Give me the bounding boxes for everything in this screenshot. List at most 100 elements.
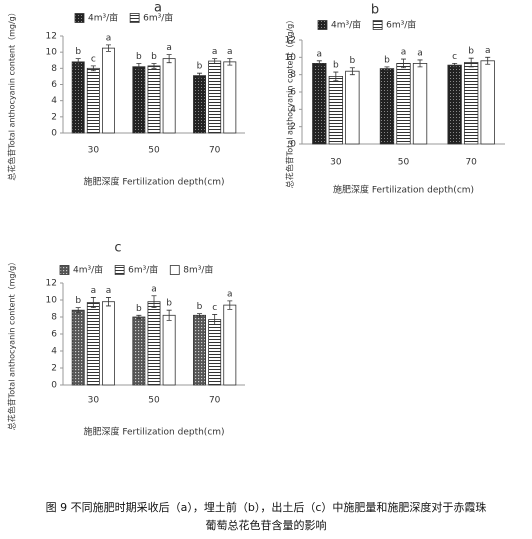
error-bar (197, 72, 203, 79)
y-tick-label: 4 (51, 96, 57, 106)
significance-letter: b (384, 55, 390, 65)
bar (162, 314, 176, 386)
legend-swatch (114, 265, 125, 275)
bar (223, 61, 237, 134)
error-bar (417, 59, 423, 68)
y-tick-label: 4 (290, 105, 296, 115)
bar (312, 63, 327, 145)
significance-letter: a (151, 284, 157, 294)
significance-letter: b (468, 47, 474, 57)
bar (208, 319, 222, 386)
bar (132, 66, 146, 134)
y-tick-label: 12 (46, 32, 57, 42)
y-tick-label: 6 (51, 80, 57, 90)
bar (412, 63, 428, 145)
x-axis-title: 施肥深度 Fertilization depth(cm) (83, 176, 224, 188)
legend-swatch (169, 265, 180, 275)
bar (162, 58, 176, 134)
error-bar (212, 314, 218, 326)
significance-letter: b (333, 61, 339, 71)
bar (480, 60, 495, 145)
bar (328, 76, 344, 145)
y-tick-label: 10 (285, 53, 297, 63)
bar (147, 65, 161, 134)
error-bar (166, 54, 172, 64)
x-tick-label: 30 (330, 158, 342, 168)
significance-letter: a (401, 48, 407, 58)
bar (86, 67, 100, 134)
legend-swatch (317, 20, 328, 30)
y-axis-title: 总花色苷Total anthocyanin content（mg/g） (7, 8, 17, 181)
x-tick-label: 30 (88, 146, 100, 156)
error-bar (212, 58, 218, 64)
y-tick-label: 2 (51, 364, 57, 374)
x-tick-label: 50 (148, 396, 160, 406)
x-tick-label: 50 (398, 158, 410, 168)
error-bar (136, 63, 142, 71)
y-tick-label: 0 (51, 129, 57, 139)
legend-swatch (372, 20, 383, 30)
bar (208, 60, 222, 134)
bar (463, 62, 479, 145)
legend-label: 4m³/亩 (88, 12, 118, 24)
y-tick-label: 8 (51, 313, 57, 323)
bar (102, 47, 115, 134)
y-tick-label: 4 (51, 347, 57, 357)
legend-swatch (59, 265, 70, 275)
significance-letter: c (91, 54, 96, 64)
caption-line: 葡萄总花色苷含量的影响 (206, 518, 327, 532)
significance-letter: b (350, 56, 356, 66)
significance-letter: b (197, 302, 203, 312)
x-tick-label: 70 (209, 396, 221, 406)
legend-label: 8m³/亩 (183, 264, 213, 276)
bar (102, 301, 115, 386)
error-bar (485, 56, 491, 65)
significance-letter: a (417, 48, 423, 58)
y-tick-label: 8 (51, 64, 57, 74)
significance-letter: a (485, 46, 491, 56)
error-bar (349, 67, 355, 76)
error-bar (90, 65, 96, 72)
legend-swatch (129, 13, 140, 23)
error-bar (151, 295, 157, 309)
legend-label: 6m³/亩 (128, 264, 158, 276)
significance-letter: a (212, 47, 218, 57)
x-axis-title: 施肥深度 Fertilization depth(cm) (333, 184, 474, 196)
bar (379, 68, 395, 145)
x-tick-label: 70 (209, 146, 221, 156)
significance-letter: b (166, 299, 172, 309)
caption-line: 图 9 不同施肥时期采收后（a），埋土前（b），出土后（c）中施肥量和施肥深度对… (46, 500, 487, 514)
significance-letter: c (452, 52, 457, 62)
error-bar (333, 71, 339, 82)
bar (147, 301, 161, 386)
bar (71, 61, 85, 134)
bar (193, 314, 206, 386)
chart-title: b (371, 3, 379, 18)
x-axis-title: 施肥深度 Fertilization depth(cm) (83, 426, 224, 438)
y-tick-label: 0 (290, 140, 296, 150)
error-bar (75, 58, 81, 66)
y-tick-label: 12 (46, 279, 57, 289)
significance-letter: a (91, 286, 97, 296)
chart-title: a (154, 1, 162, 16)
y-tick-label: 2 (290, 122, 296, 132)
bar (71, 309, 85, 386)
chart-title: c (114, 241, 121, 256)
error-bar (384, 66, 390, 71)
error-bar (316, 60, 322, 67)
error-bar (105, 44, 111, 52)
significance-letter: a (317, 49, 323, 59)
x-tick-label: 70 (465, 158, 477, 168)
error-bar (75, 307, 81, 314)
significance-letter: b (136, 52, 142, 62)
legend-label: 4m³/亩 (73, 264, 103, 276)
y-axis-title: 总花色苷Total anthocyanin content（mg/g） (285, 16, 295, 189)
y-tick-label: 10 (46, 48, 58, 58)
bar (223, 304, 237, 386)
error-bar (105, 297, 111, 307)
legend-label: 6m³/亩 (386, 19, 416, 31)
error-bar (227, 58, 233, 66)
error-bar (468, 57, 474, 68)
